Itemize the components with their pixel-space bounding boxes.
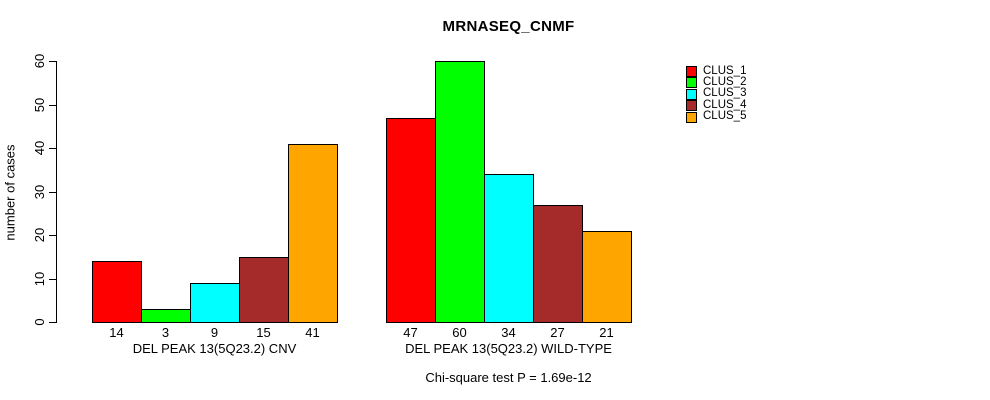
legend-label-clus_4: CLUS_4 [703, 98, 747, 111]
legend-label-clus_2: CLUS_2 [703, 75, 747, 88]
y-tick-label: 30 [31, 184, 47, 200]
y-axis-tick [49, 322, 56, 323]
bar-clus_1 [386, 118, 436, 323]
y-axis-title: number of cases [2, 144, 18, 241]
bar-clus_4 [239, 257, 289, 323]
bar-value-label: 27 [550, 325, 565, 340]
bar-value-label: 34 [501, 325, 516, 340]
legend-label-clus_3: CLUS_3 [703, 87, 747, 100]
legend-swatch-clus_3 [686, 88, 697, 100]
y-axis-tick [49, 279, 56, 280]
bar-value-label: 47 [403, 325, 418, 340]
legend-swatch-clus_2 [686, 77, 697, 89]
y-axis-tick [49, 148, 56, 149]
bar-clus_1 [92, 261, 142, 323]
bar-clus_3 [190, 283, 240, 323]
legend-swatch-clus_4 [686, 100, 697, 112]
y-tick-label: 60 [31, 53, 47, 69]
bar-value-label: 3 [161, 325, 170, 340]
legend-label-clus_1: CLUS_1 [703, 64, 747, 77]
bar-clus_5 [582, 231, 632, 323]
y-tick-label: 10 [31, 271, 47, 287]
group-label: DEL PEAK 13(5Q23.2) WILD-TYPE [405, 341, 612, 356]
bar-value-label: 60 [452, 325, 467, 340]
y-tick-label: 50 [31, 97, 47, 113]
bar-value-label: 14 [109, 325, 124, 340]
bar-clus_5 [288, 144, 338, 323]
y-tick-label: 40 [31, 140, 47, 156]
bar-value-label: 9 [210, 325, 219, 340]
y-tick-label: 0 [31, 318, 47, 326]
chart-title: MRNASEQ_CNMF [442, 18, 575, 35]
bar-clus_4 [533, 205, 583, 323]
y-axis-tick [49, 235, 56, 236]
y-axis-tick [49, 105, 56, 106]
y-tick-label: 20 [31, 227, 47, 243]
bar-clus_3 [484, 174, 534, 323]
legend-swatch-clus_5 [686, 111, 697, 123]
group-label: DEL PEAK 13(5Q23.2) CNV [132, 341, 297, 356]
y-axis-tick [49, 192, 56, 193]
legend-swatch-clus_1 [686, 66, 697, 77]
bar-value-label: 15 [256, 325, 271, 340]
bar-value-label: 21 [599, 325, 614, 340]
legend-label-clus_5: CLUS_5 [703, 110, 747, 123]
y-axis-line [56, 61, 57, 323]
chi-square-annotation: Chi-square test P = 1.69e-12 [425, 370, 592, 385]
bar-clus_2 [141, 309, 191, 323]
bar-value-label: 41 [305, 325, 320, 340]
bar-clus_2 [435, 61, 485, 323]
y-axis-tick [49, 61, 56, 62]
